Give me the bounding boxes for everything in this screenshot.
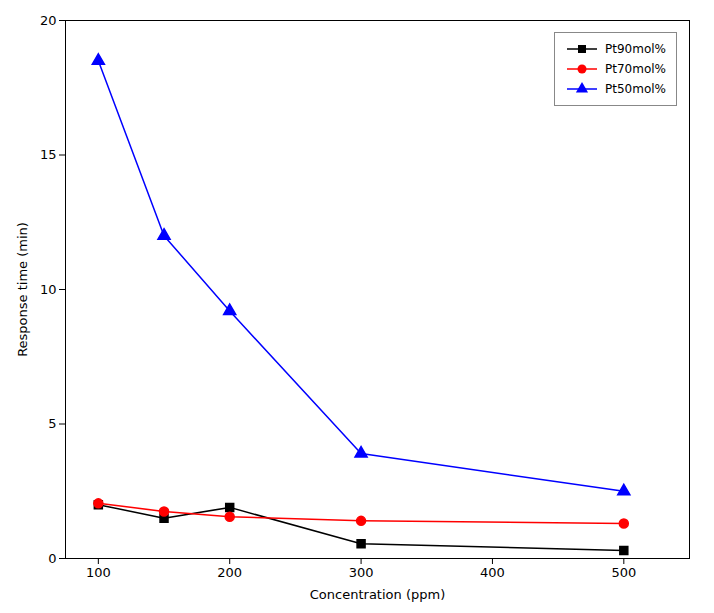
svg-text:500: 500 (611, 565, 636, 580)
svg-text:10: 10 (40, 282, 57, 297)
html-text:Pt70mol%: Pt70mol% (605, 62, 666, 76)
svg-text:0: 0 (48, 551, 56, 566)
svg-text:300: 300 (349, 565, 374, 580)
html-text:Pt90mol%: Pt90mol% (605, 42, 666, 56)
html-text:Pt50mol%: Pt50mol% (605, 82, 666, 96)
svg-text:100: 100 (86, 565, 111, 580)
svg-text:15: 15 (40, 147, 57, 162)
svg-text:20: 20 (40, 13, 57, 28)
svg-text:200: 200 (217, 565, 242, 580)
svg-text:Response time (min): Response time (min) (15, 222, 30, 357)
svg-text:Concentration (ppm): Concentration (ppm) (310, 587, 445, 602)
svg-text:5: 5 (48, 416, 56, 431)
svg-text:400: 400 (480, 565, 505, 580)
